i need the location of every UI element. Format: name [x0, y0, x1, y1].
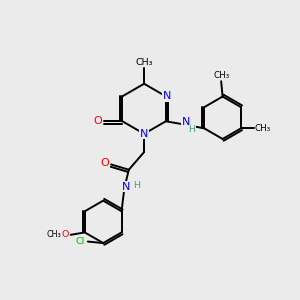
Text: H: H [133, 181, 140, 190]
Text: N: N [140, 129, 148, 139]
Text: CH₃: CH₃ [254, 124, 270, 133]
Text: N: N [163, 91, 171, 101]
Text: CH₃: CH₃ [213, 71, 229, 80]
Text: N: N [182, 117, 190, 127]
Text: N: N [122, 182, 130, 191]
Text: CH₃: CH₃ [135, 58, 153, 67]
Text: O: O [93, 116, 102, 126]
Text: Cl: Cl [76, 237, 85, 246]
Text: O: O [101, 158, 110, 168]
Text: O: O [61, 230, 68, 239]
Text: CH₃: CH₃ [46, 230, 61, 239]
Text: H: H [188, 125, 195, 134]
